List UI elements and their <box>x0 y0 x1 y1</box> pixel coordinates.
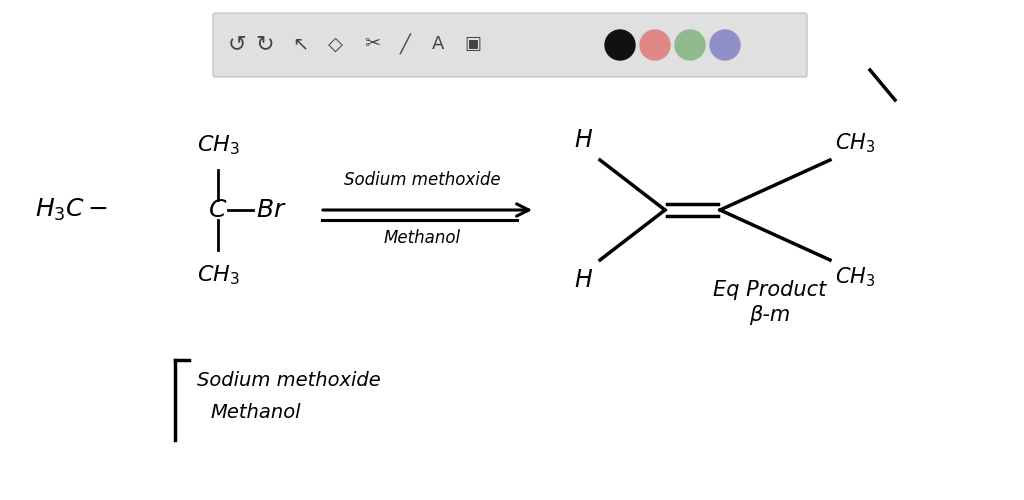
Circle shape <box>675 30 705 60</box>
Text: A: A <box>432 35 444 53</box>
Text: Methanol: Methanol <box>384 229 461 247</box>
Circle shape <box>640 30 670 60</box>
Text: $CH_3$: $CH_3$ <box>197 133 240 157</box>
Text: ✂: ✂ <box>364 34 380 54</box>
Text: Sodium methoxide: Sodium methoxide <box>197 370 381 390</box>
Text: $C$: $C$ <box>208 198 227 222</box>
Text: $CH_3$: $CH_3$ <box>835 132 876 155</box>
Text: H: H <box>574 128 592 152</box>
Text: Methanol: Methanol <box>210 404 300 422</box>
Text: H: H <box>574 268 592 292</box>
Text: β-m: β-m <box>750 305 791 325</box>
Text: ↺: ↺ <box>227 34 247 54</box>
Text: ◇: ◇ <box>328 34 342 54</box>
Text: ▣: ▣ <box>465 35 481 53</box>
Circle shape <box>605 30 635 60</box>
FancyBboxPatch shape <box>213 13 807 77</box>
Text: $CH_3$: $CH_3$ <box>835 265 876 288</box>
Text: Eq Product: Eq Product <box>714 280 826 300</box>
Text: Sodium methoxide: Sodium methoxide <box>344 171 501 189</box>
Text: ↻: ↻ <box>256 34 274 54</box>
Text: $H_3C-$: $H_3C-$ <box>35 197 109 223</box>
Text: ↖: ↖ <box>292 34 308 54</box>
Circle shape <box>710 30 740 60</box>
Text: ╱: ╱ <box>399 34 411 54</box>
Text: $Br$: $Br$ <box>256 198 287 222</box>
Text: $CH_3$: $CH_3$ <box>197 263 240 287</box>
